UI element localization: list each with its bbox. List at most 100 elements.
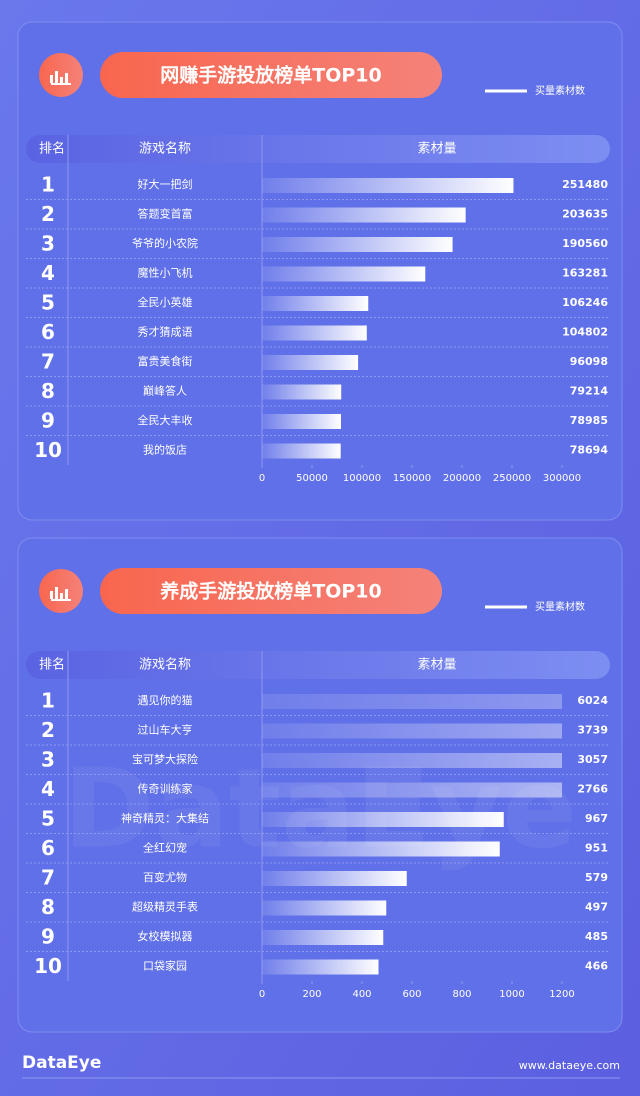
bar <box>262 296 369 311</box>
title-pill <box>100 568 442 614</box>
header-bar <box>26 135 610 163</box>
value-label: 78985 <box>570 414 608 427</box>
rank: 10 <box>34 954 62 978</box>
bar <box>262 841 500 857</box>
bar <box>262 325 367 341</box>
icon-bar <box>65 589 68 599</box>
rank: 5 <box>41 291 55 315</box>
rank: 5 <box>41 807 55 831</box>
rank: 6 <box>41 836 55 860</box>
bar <box>262 694 562 709</box>
x-tick-label: 1000 <box>499 989 524 1000</box>
bar <box>262 237 453 252</box>
value-label: 251480 <box>562 178 608 191</box>
rank: 4 <box>41 261 55 285</box>
x-tick-label: 200 <box>302 989 321 1000</box>
value-label: 106246 <box>562 296 608 309</box>
header-bar <box>26 651 610 679</box>
value-label: 2766 <box>577 783 608 796</box>
bar <box>262 930 384 945</box>
url: www.dataeye.com <box>519 1059 620 1072</box>
x-tick-label: 100000 <box>343 473 381 484</box>
category-label: 神奇精灵：大集结 <box>121 811 209 825</box>
x-tick-label: 300000 <box>543 473 581 484</box>
x-tick-label: 800 <box>452 989 471 1000</box>
icon-bar <box>55 587 58 599</box>
value-label: 6024 <box>577 694 608 707</box>
bar <box>262 443 341 459</box>
value-label: 967 <box>585 812 608 825</box>
bar <box>262 355 359 370</box>
category-label: 秀才猜成语 <box>138 325 193 339</box>
icon-bar <box>60 593 63 599</box>
category-label: 富贵美食街 <box>138 354 193 368</box>
rank: 8 <box>41 379 55 403</box>
bar <box>262 723 562 739</box>
x-tick-label: 0 <box>259 989 265 1000</box>
icon-base <box>51 599 71 601</box>
x-tick-label: 600 <box>402 989 421 1000</box>
category-label: 答题变首富 <box>138 207 193 221</box>
x-tick-label: 0 <box>259 473 265 484</box>
rank: 1 <box>41 689 55 713</box>
rank: 9 <box>41 409 55 433</box>
rank: 4 <box>41 777 55 801</box>
value-label: 78694 <box>570 444 609 457</box>
category-label: 过山车大亨 <box>138 723 193 737</box>
category-label: 百变尤物 <box>143 870 187 884</box>
rank: 3 <box>41 232 55 256</box>
category-label: 好大一把剑 <box>138 177 193 191</box>
rank: 3 <box>41 748 55 772</box>
column-header: 素材量 <box>417 658 456 673</box>
category-label: 全民小英雄 <box>138 295 193 309</box>
chart-title: 养成手游投放榜单TOP10 <box>159 580 381 603</box>
x-tick-label: 250000 <box>493 473 531 484</box>
value-label: 951 <box>585 842 608 855</box>
category-label: 魔性小飞机 <box>138 266 193 280</box>
icon-bar <box>50 591 53 599</box>
x-tick-label: 50000 <box>296 473 328 484</box>
bar <box>262 812 504 827</box>
bar <box>262 384 342 400</box>
value-label: 79214 <box>570 385 609 398</box>
value-label: 104802 <box>562 326 608 339</box>
value-label: 190560 <box>562 237 608 250</box>
legend-label: 买量素材数 <box>535 84 585 97</box>
bar <box>262 959 379 975</box>
value-label: 485 <box>585 930 608 943</box>
bar <box>262 207 466 223</box>
icon-base <box>51 83 71 85</box>
bar <box>262 900 387 916</box>
rank: 7 <box>41 866 55 890</box>
x-tick-label: 150000 <box>393 473 431 484</box>
icon <box>39 569 83 613</box>
column-header: 游戏名称 <box>139 141 191 157</box>
value-label: 497 <box>585 901 608 914</box>
value-label: 96098 <box>570 355 608 368</box>
category-label: 遇见你的猫 <box>138 693 193 707</box>
value-label: 163281 <box>562 267 608 280</box>
chart-title: 网赚手游投放榜单TOP10 <box>160 64 381 87</box>
value-label: 203635 <box>562 208 608 221</box>
icon-bar <box>50 75 53 83</box>
category-label: 全民大丰收 <box>138 413 193 427</box>
plot <box>262 178 514 459</box>
rank: 1 <box>41 173 55 197</box>
rank: 9 <box>41 925 55 949</box>
category-label: 传奇训练家 <box>138 782 193 796</box>
category-label: 爷爷的小农院 <box>132 236 198 250</box>
bar <box>262 414 341 429</box>
title-pill <box>100 52 442 98</box>
bar <box>262 782 562 798</box>
category-label: 巅峰答人 <box>143 384 187 398</box>
bar <box>262 266 426 282</box>
column-header: 排名 <box>39 657 65 673</box>
value-label: 3057 <box>577 753 608 766</box>
rank: 7 <box>41 350 55 374</box>
category-label: 我的饭店 <box>143 443 187 457</box>
value-label: 3739 <box>577 724 608 737</box>
bar <box>262 871 407 886</box>
category-label: 女校模拟器 <box>138 929 193 943</box>
rank: 2 <box>41 202 55 226</box>
